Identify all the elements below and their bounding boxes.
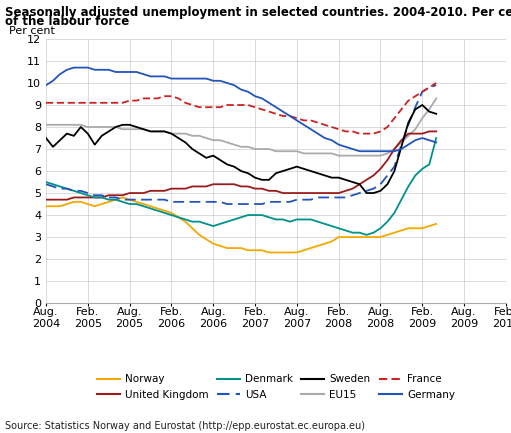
United Kingdom [210, 182, 216, 187]
Line: France: France [46, 83, 436, 134]
Denmark [148, 206, 154, 211]
Line: Norway: Norway [46, 197, 436, 252]
France [315, 120, 321, 125]
Norway [57, 204, 63, 209]
Norway [64, 201, 70, 207]
Denmark [57, 184, 63, 189]
USA [321, 195, 328, 200]
France [57, 100, 63, 105]
Germany [217, 78, 223, 84]
Germany [71, 65, 77, 70]
Line: EU15: EU15 [46, 98, 436, 155]
Denmark [210, 223, 216, 229]
EU15 [315, 151, 321, 156]
EU15 [148, 129, 154, 134]
Sweden [315, 171, 321, 176]
EU15 [308, 151, 314, 156]
EU15 [336, 153, 342, 158]
Germany [433, 140, 439, 145]
Germany [64, 67, 70, 72]
Denmark [315, 219, 321, 224]
USA [210, 199, 216, 204]
USA [224, 201, 230, 207]
Denmark [308, 217, 314, 222]
EU15 [433, 96, 439, 101]
USA [148, 197, 154, 202]
Line: United Kingdom: United Kingdom [46, 131, 436, 200]
Line: USA: USA [46, 85, 436, 204]
Norway [433, 221, 439, 226]
United Kingdom [43, 197, 49, 202]
Line: Sweden: Sweden [46, 105, 436, 193]
Germany [43, 83, 49, 88]
Sweden [57, 138, 63, 143]
Norway [154, 206, 160, 211]
Sweden [433, 111, 439, 116]
Norway [329, 239, 335, 244]
Norway [120, 195, 126, 200]
United Kingdom [426, 129, 432, 134]
EU15 [64, 122, 70, 127]
Denmark [363, 232, 369, 237]
France [308, 118, 314, 123]
EU15 [57, 122, 63, 127]
USA [57, 186, 63, 191]
Germany [321, 136, 328, 141]
Sweden [210, 153, 216, 158]
Text: of the labour force: of the labour force [5, 15, 129, 28]
Line: Denmark: Denmark [46, 138, 436, 235]
Germany [57, 71, 63, 77]
France [64, 100, 70, 105]
United Kingdom [315, 191, 321, 196]
Text: Per cent: Per cent [9, 26, 55, 36]
EU15 [43, 122, 49, 127]
United Kingdom [148, 188, 154, 194]
Text: Seasonally adjusted unemployment in selected countries. 2004-2010. Per cent: Seasonally adjusted unemployment in sele… [5, 6, 511, 19]
USA [64, 186, 70, 191]
Germany [357, 149, 363, 154]
France [433, 81, 439, 86]
Sweden [64, 131, 70, 136]
Denmark [433, 136, 439, 141]
United Kingdom [64, 197, 70, 202]
Norway [217, 243, 223, 249]
France [148, 96, 154, 101]
United Kingdom [308, 191, 314, 196]
Sweden [148, 129, 154, 134]
Norway [266, 250, 272, 255]
France [43, 100, 49, 105]
France [357, 131, 363, 136]
Denmark [64, 186, 70, 191]
Germany [315, 131, 321, 136]
Sweden [419, 103, 425, 108]
France [210, 105, 216, 110]
Germany [154, 74, 160, 79]
EU15 [210, 138, 216, 143]
Norway [321, 241, 328, 246]
Line: Germany: Germany [46, 68, 436, 151]
Sweden [308, 168, 314, 174]
USA [43, 182, 49, 187]
Denmark [43, 179, 49, 184]
USA [433, 83, 439, 88]
United Kingdom [433, 129, 439, 134]
USA [315, 195, 321, 200]
Sweden [363, 191, 369, 196]
United Kingdom [57, 197, 63, 202]
Text: Source: Statistics Norway and Eurostat (http://epp.eurostat.ec.europa.eu): Source: Statistics Norway and Eurostat (… [5, 421, 365, 431]
Norway [43, 204, 49, 209]
Legend: Norway, United Kingdom, Denmark, USA, Sweden, EU15, France, Germany: Norway, United Kingdom, Denmark, USA, Sw… [97, 375, 455, 400]
Sweden [43, 136, 49, 141]
